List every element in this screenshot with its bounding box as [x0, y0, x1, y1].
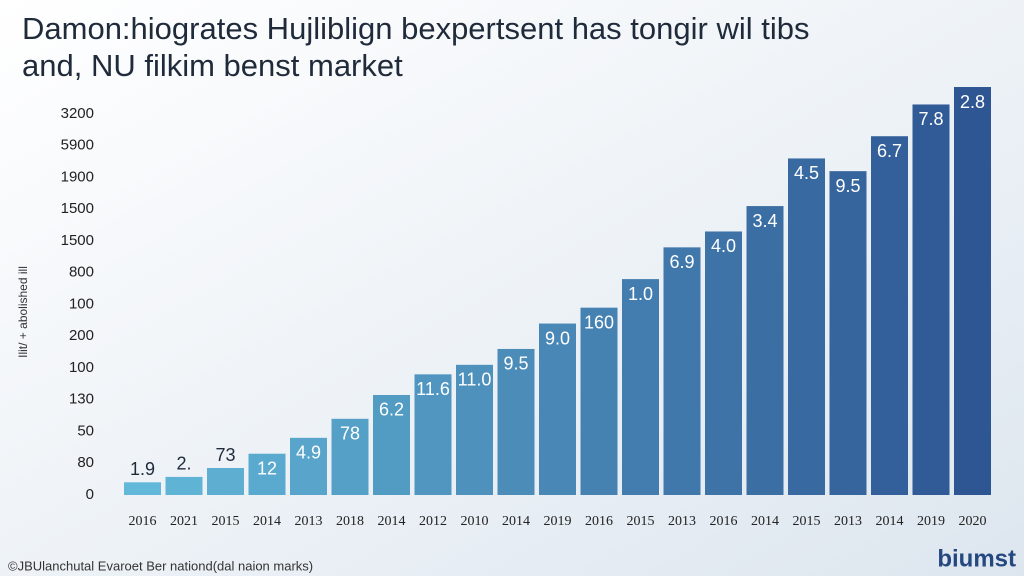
x-tick-label: 2015: [793, 514, 821, 529]
x-tick-label: 2016: [585, 514, 613, 529]
bar: [622, 279, 659, 495]
bar: [165, 476, 203, 495]
bar: [829, 171, 867, 495]
bar-label: 6.9: [669, 252, 694, 272]
bar: [373, 394, 410, 495]
y-tick-label: 5900: [61, 137, 94, 154]
x-tick-label: 2010: [461, 514, 489, 529]
y-tick-label: 100: [69, 359, 94, 376]
bar-label: 7.8: [918, 109, 943, 129]
logo: biumst: [937, 545, 1016, 572]
bar: [207, 468, 244, 495]
y-tick-label: 80: [77, 454, 94, 471]
x-tick-label: 2018: [336, 514, 364, 529]
y-tick-label: 0: [86, 486, 94, 503]
bar: [124, 482, 161, 495]
bar: [290, 437, 327, 495]
bar-label: 2.8: [960, 92, 985, 112]
x-tick-label: 2016: [710, 514, 738, 529]
x-tick-label: 2014: [751, 514, 779, 529]
bar-label: 11.0: [458, 370, 492, 390]
bar: [746, 206, 784, 495]
x-tick-label: 2020: [959, 514, 987, 529]
y-tick-label: 100: [69, 295, 94, 312]
x-tick-label: 2015: [627, 514, 655, 529]
y-tick-label: 1500: [61, 232, 94, 249]
y-tick-label: 3200: [61, 105, 94, 122]
x-tick-label: 2013: [834, 514, 862, 529]
bar-label: 78: [340, 424, 360, 444]
y-axis-label: Ilit/ + abolished ill: [16, 266, 30, 358]
bar-label: 1.0: [628, 284, 653, 304]
y-tick-label: 1500: [61, 200, 94, 217]
bar-label: 4.5: [794, 163, 819, 183]
bar: [705, 231, 742, 495]
bar-label: 9.5: [835, 176, 860, 196]
x-tick-label: 2019: [544, 514, 572, 529]
chart-title: and, NU filkim benst market: [22, 48, 403, 83]
bar-label: 4.0: [711, 236, 736, 256]
bar: [456, 364, 493, 495]
x-tick-label: 2013: [295, 514, 323, 529]
bar: [539, 323, 576, 495]
bar: [414, 374, 452, 495]
y-tick-label: 130: [69, 391, 94, 408]
x-tick-label: 2015: [212, 514, 240, 529]
footer: ©JBUlanchutal Evaroet Ber nationd(dal na…: [8, 558, 313, 573]
bar-label: 9.0: [545, 328, 570, 348]
bar-label: 160: [584, 312, 614, 332]
x-tick-label: 2014: [253, 514, 281, 529]
y-tick-label: 1900: [61, 168, 94, 185]
bar: [912, 104, 950, 495]
bar-label: 3.4: [752, 211, 777, 231]
bar-label: 1.9: [130, 459, 155, 479]
chart-title: Damon:hiogrates Hujliblign bexpertsent h…: [22, 11, 809, 46]
y-tick-label: 50: [77, 422, 94, 439]
bar: [248, 453, 286, 495]
x-tick-label: 2021: [170, 514, 198, 529]
bar-label: 4.9: [296, 443, 321, 463]
x-tick-label: 2016: [129, 514, 157, 529]
bar: [497, 348, 535, 495]
bar: [663, 247, 701, 495]
bar-label: 12: [257, 458, 277, 478]
x-tick-label: 2013: [668, 514, 696, 529]
bar-label: 73: [215, 445, 235, 465]
bar: [331, 418, 369, 495]
bar: [580, 307, 618, 495]
bar: [871, 136, 908, 495]
bar-label: 6.7: [877, 141, 902, 161]
y-tick-label: 800: [69, 264, 94, 281]
bar-label: 6.2: [379, 400, 404, 420]
x-tick-label: 2014: [378, 514, 406, 529]
x-tick-label: 2014: [502, 514, 530, 529]
bar-label: 2.: [176, 454, 191, 474]
bar: [954, 87, 991, 495]
x-tick-label: 2012: [419, 514, 447, 529]
bar-label: 11.6: [416, 379, 450, 399]
bar: [788, 158, 825, 495]
bar-label: 9.5: [503, 354, 528, 374]
y-tick-label: 200: [69, 327, 94, 344]
x-tick-label: 2019: [917, 514, 945, 529]
x-tick-label: 2014: [876, 514, 904, 529]
